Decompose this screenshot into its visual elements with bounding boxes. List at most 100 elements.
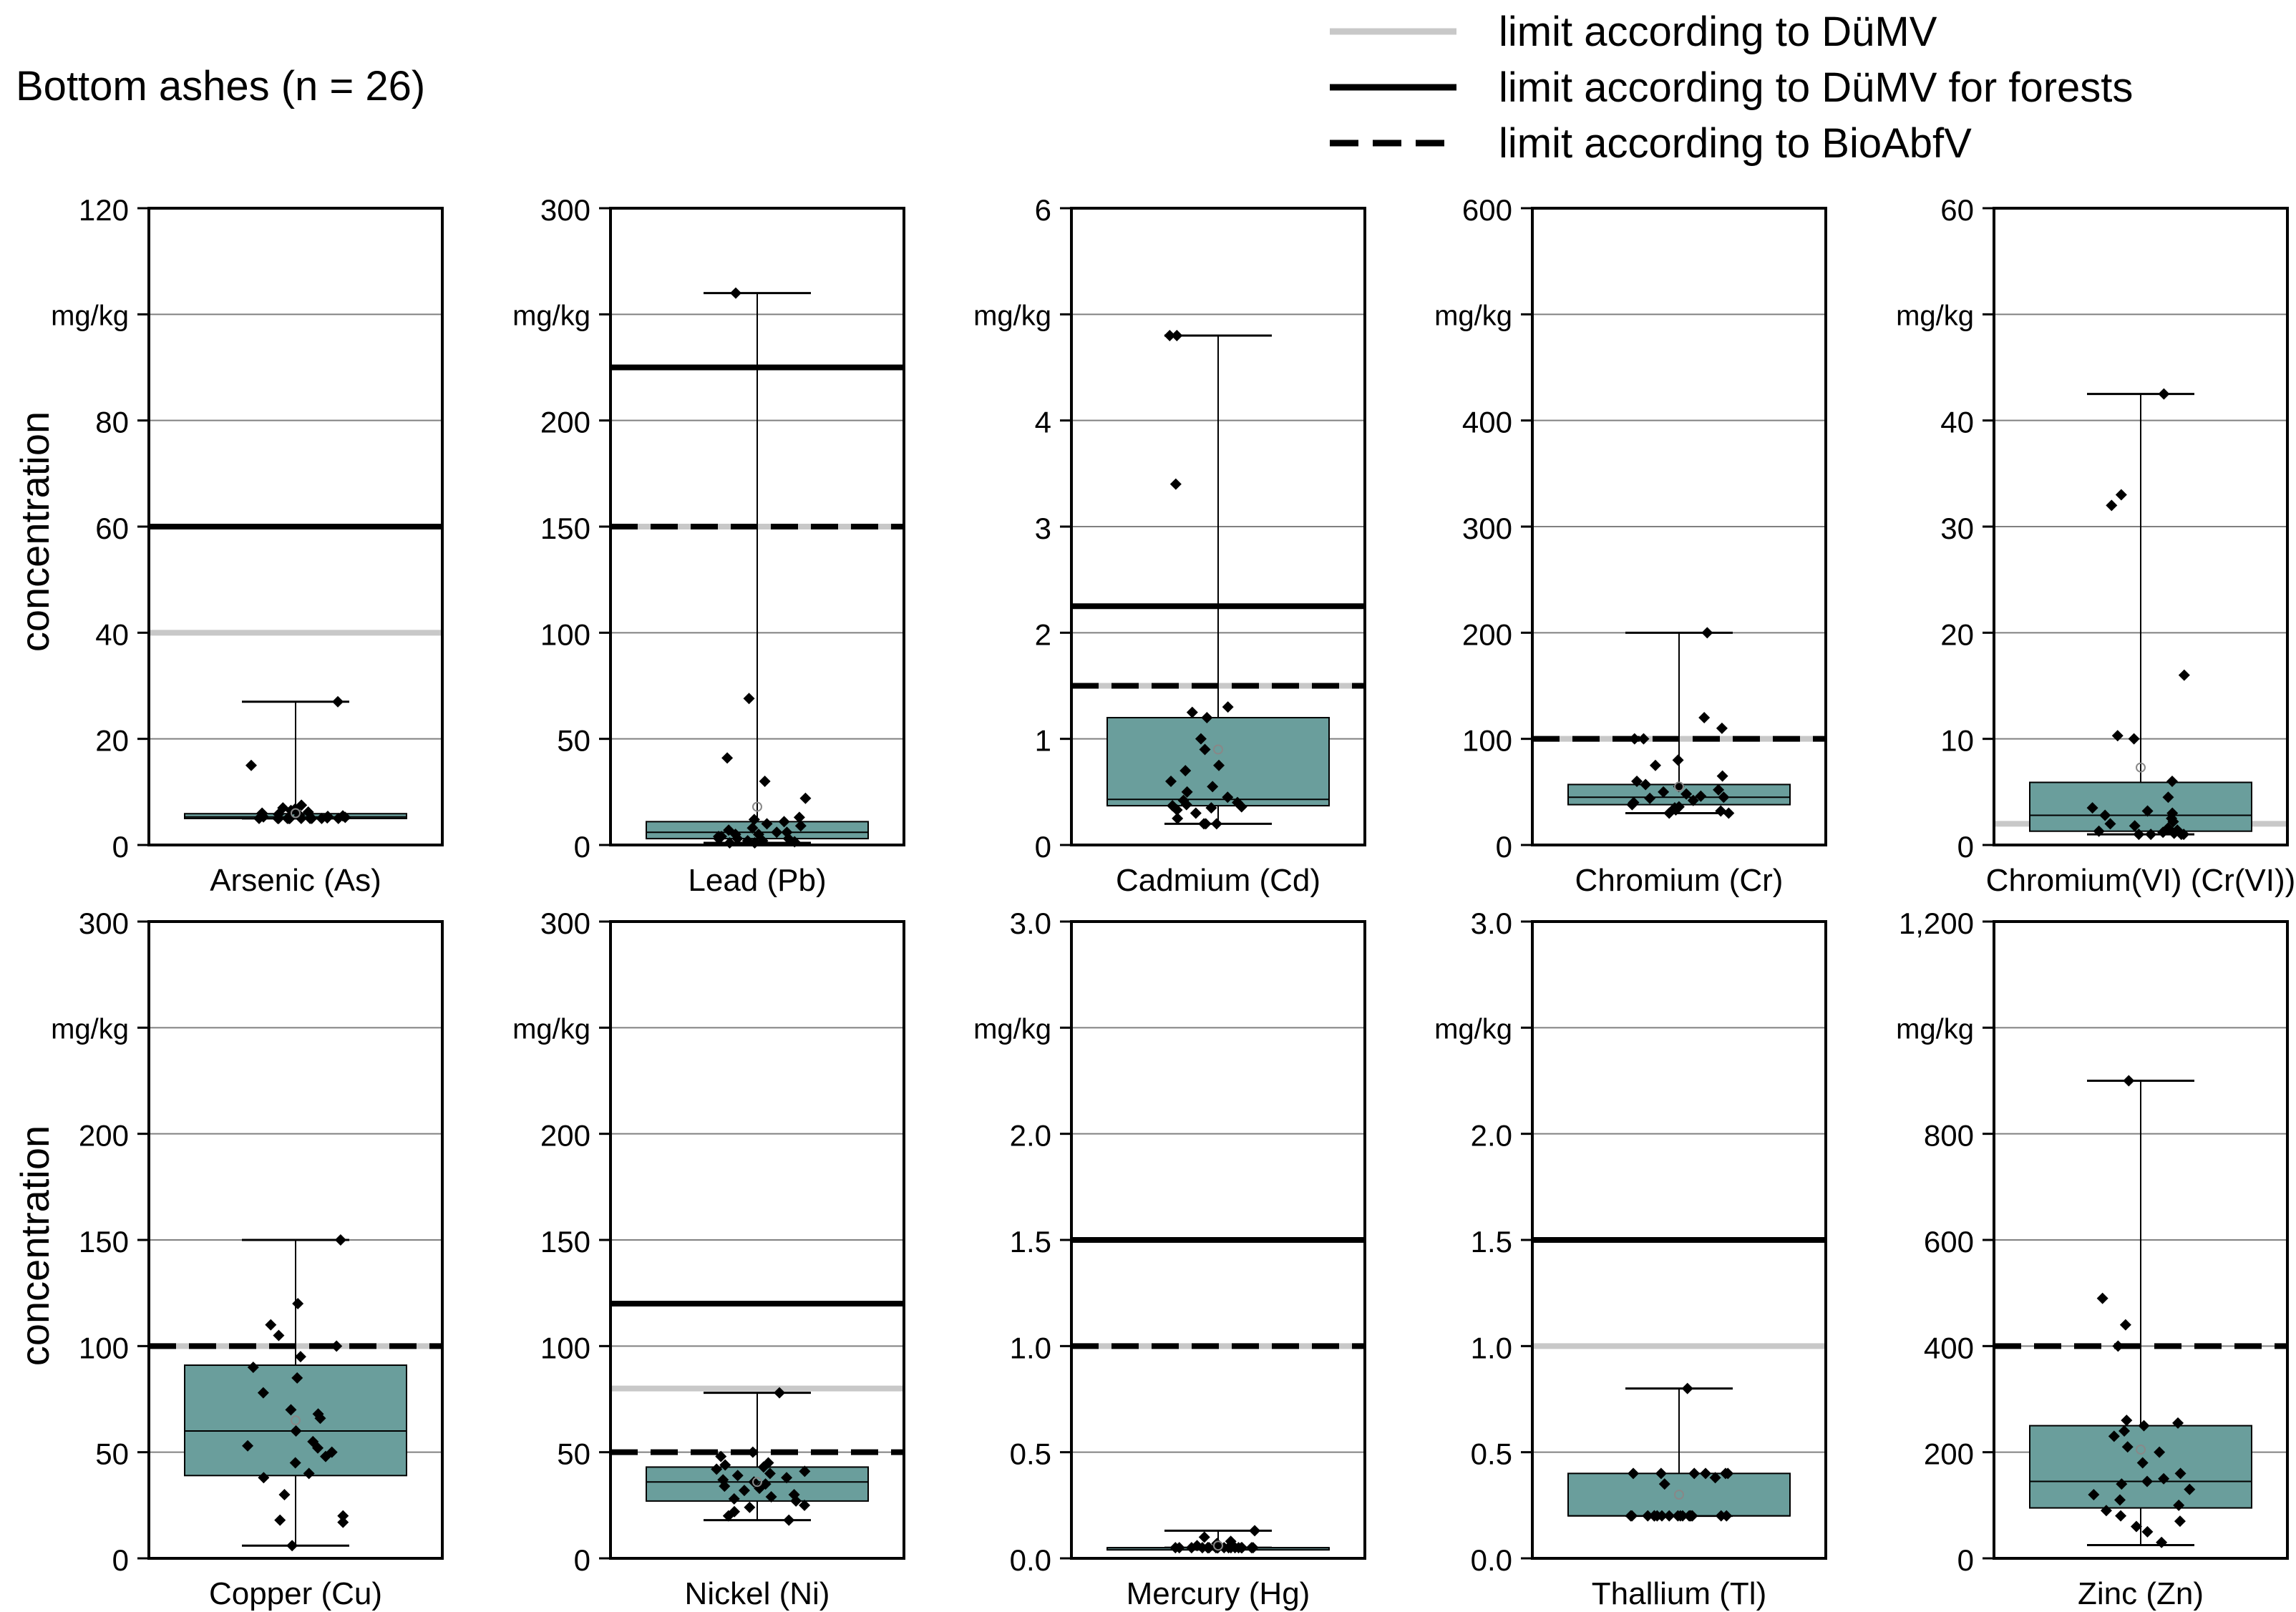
y-tick-label: 300 (79, 907, 129, 940)
y-tick-label: 150 (540, 1225, 590, 1259)
y-tick-label: 1.0 (1471, 1331, 1512, 1364)
data-point (1625, 1510, 1637, 1522)
data-point (247, 1362, 259, 1373)
data-point (1672, 754, 1684, 766)
data-point (799, 792, 812, 804)
data-point (320, 1450, 332, 1462)
data-point (339, 811, 351, 824)
y-tick-label: 0 (112, 830, 129, 864)
data-point (723, 824, 735, 836)
data-point (713, 833, 725, 845)
y-tick-label: 0 (1957, 1543, 1974, 1577)
unit-label: mg/kg (512, 300, 590, 331)
data-point (2115, 1510, 2127, 1522)
data-point (1723, 807, 1735, 819)
data-point (285, 1404, 297, 1416)
data-point (738, 1485, 750, 1497)
y-tick-label: 300 (540, 193, 590, 227)
unit-label: mg/kg (973, 1013, 1051, 1045)
data-point (715, 1450, 727, 1462)
data-point (253, 812, 266, 824)
x-category-label: Copper (Cu) (209, 1576, 382, 1611)
data-point (721, 752, 734, 764)
y-tick-label: 150 (79, 1225, 129, 1259)
data-point (314, 1412, 326, 1425)
data-point (1642, 1510, 1654, 1522)
data-point (1715, 805, 1727, 817)
data-point (2111, 730, 2124, 742)
data-point (1713, 783, 1725, 796)
data-point (242, 1440, 254, 1452)
y-tick-label: 6 (1035, 193, 1051, 227)
data-point (1171, 804, 1183, 816)
data-point (1173, 1542, 1185, 1554)
box (2029, 781, 2252, 832)
data-point (2174, 1515, 2186, 1528)
data-point (332, 695, 344, 708)
axes-frame (609, 920, 905, 1560)
data-point (1651, 1510, 1663, 1522)
panel-1: 0 20 40 60 80 120 mg/kg Arsenic (As) (51, 193, 444, 898)
data-point (1222, 701, 1234, 713)
data-point (1698, 712, 1711, 723)
y-tick-label: 800 (1924, 1119, 1974, 1153)
data-point (1638, 733, 1650, 745)
y-tick-label: 150 (540, 512, 590, 545)
data-point (746, 1446, 759, 1458)
data-point (794, 820, 807, 832)
data-point (316, 812, 328, 824)
data-point (719, 1459, 731, 1471)
data-point (2141, 1475, 2154, 1488)
data-point (1199, 743, 1211, 756)
data-point (245, 759, 258, 771)
data-point (294, 1351, 306, 1363)
panel-9: 0.0 0.5 1.0 1.5 2.0 3.0 mg/kg Thallium (Tl) (1434, 907, 1827, 1611)
y-tick-label: 20 (95, 724, 129, 758)
y-tick-label: 2.0 (1471, 1119, 1512, 1153)
data-point (2129, 820, 2141, 832)
panel-4: 0 100 200 300 400 600 mg/kg Chromium (Cr) (1434, 193, 1827, 898)
y-tick-label: 3.0 (1471, 907, 1512, 940)
data-point (1626, 798, 1638, 811)
data-point (774, 1387, 786, 1399)
data-point (1186, 706, 1198, 718)
data-point (761, 818, 773, 830)
data-point (278, 1489, 291, 1500)
figure-title: Bottom ashes (n = 26) (16, 63, 425, 109)
data-point (748, 1476, 760, 1488)
y-tick-label: 2.0 (1010, 1119, 1051, 1153)
data-point (1716, 770, 1728, 782)
data-point (1655, 1467, 1667, 1480)
data-point (2093, 825, 2105, 837)
data-point (1640, 778, 1652, 791)
data-point (312, 1442, 324, 1454)
y-tick-label: 20 (1940, 617, 1974, 651)
y-tick-label: 50 (557, 1437, 590, 1471)
y-tick-label: 600 (1462, 193, 1512, 227)
data-point (1715, 1510, 1727, 1522)
data-point (273, 812, 285, 824)
y-tick-label: 1.5 (1471, 1225, 1512, 1259)
data-point (2158, 1472, 2170, 1485)
axes-frame (1070, 920, 1366, 1560)
data-point (1171, 330, 1183, 341)
data-point (290, 1425, 302, 1437)
data-point (2108, 1430, 2120, 1442)
data-point (1207, 781, 1219, 793)
data-point (1185, 1542, 1197, 1554)
data-point (711, 1463, 723, 1475)
data-point (1631, 776, 1643, 787)
data-point (754, 1482, 766, 1495)
data-point (743, 693, 755, 705)
data-point (1181, 786, 1193, 798)
panel-3: 0 1 2 3 4 6 mg/kg Cadmium (Cd) (973, 193, 1366, 898)
data-point (2133, 829, 2145, 841)
y-tick-label: 120 (79, 193, 129, 227)
data-point (1687, 794, 1699, 806)
data-point (2158, 388, 2170, 400)
data-point (748, 814, 760, 826)
data-point (2141, 1525, 2154, 1538)
data-point (746, 822, 759, 834)
data-point (1249, 1525, 1261, 1537)
